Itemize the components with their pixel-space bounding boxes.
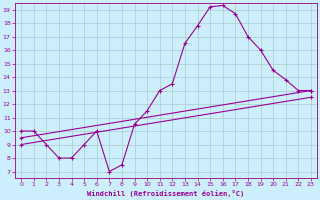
X-axis label: Windchill (Refroidissement éolien,°C): Windchill (Refroidissement éolien,°C): [87, 190, 245, 197]
